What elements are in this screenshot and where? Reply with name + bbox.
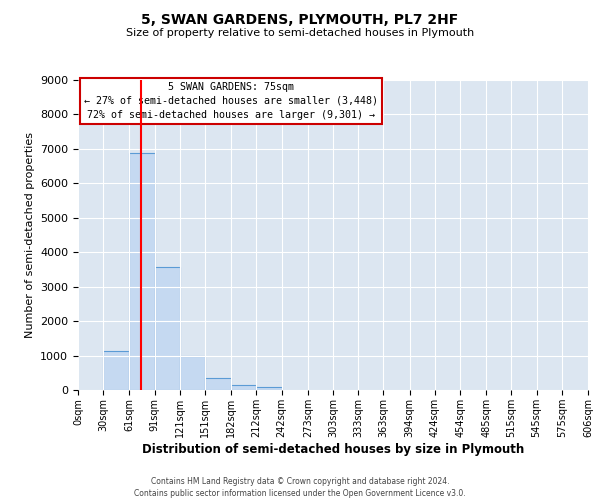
Bar (256, 387, 281, 390)
X-axis label: Distribution of semi-detached houses by size in Plymouth: Distribution of semi-detached houses by … (142, 442, 524, 456)
Bar (205, 378, 231, 390)
Y-axis label: Number of semi-detached properties: Number of semi-detached properties (25, 132, 35, 338)
Bar (180, 356, 205, 390)
Bar (155, 268, 180, 390)
Bar (103, 351, 130, 390)
Bar (231, 384, 256, 390)
Bar (130, 153, 155, 390)
Text: Contains HM Land Registry data © Crown copyright and database right 2024.
Contai: Contains HM Land Registry data © Crown c… (134, 476, 466, 498)
Text: 5, SWAN GARDENS, PLYMOUTH, PL7 2HF: 5, SWAN GARDENS, PLYMOUTH, PL7 2HF (142, 12, 458, 26)
Text: 5 SWAN GARDENS: 75sqm
← 27% of semi-detached houses are smaller (3,448)
72% of s: 5 SWAN GARDENS: 75sqm ← 27% of semi-deta… (84, 82, 378, 120)
Text: Size of property relative to semi-detached houses in Plymouth: Size of property relative to semi-detach… (126, 28, 474, 38)
